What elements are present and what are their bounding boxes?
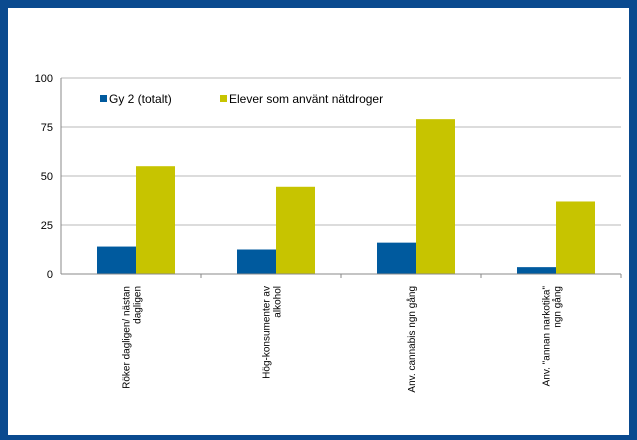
bars <box>97 119 595 274</box>
x-category-text: Röker dagligen/ nästandagligen <box>122 286 144 389</box>
bar-natdroger-3 <box>556 201 595 274</box>
y-tick-label: 75 <box>41 122 53 134</box>
bar-gy2-1 <box>237 249 276 274</box>
x-axis: Röker dagligen/ nästandagligen Hög-konsum… <box>61 273 622 393</box>
legend-label-1: Elever som använt nätdroger <box>229 92 383 106</box>
x-category-text: Anv. cannabis ngn gång <box>406 286 418 393</box>
legend-swatch-0 <box>100 95 107 102</box>
bar-natdroger-0 <box>136 166 175 274</box>
legend-label-0: Gy 2 (totalt) <box>109 92 172 106</box>
y-axis: 0 25 50 75 100 <box>35 73 62 281</box>
y-tick-label: 25 <box>41 220 53 232</box>
bar-chart: 0 25 50 75 100 Röker dagligen/ nästandaglige… <box>35 73 622 393</box>
bar-gy2-3 <box>517 267 556 274</box>
chart-frame: 0 25 50 75 100 Röker dagligen/ nästandaglige… <box>8 8 629 435</box>
x-category-label-2: Anv. cannabis ngn gång <box>406 286 418 393</box>
x-category-text: Anv. "annan narkotika"ngn gång <box>542 286 564 387</box>
x-category-label-0: Röker dagligen/ nästandagligen <box>122 286 144 389</box>
y-tick-label: 100 <box>35 73 53 85</box>
x-category-label-1: Hög-konsumenter avalkohol <box>262 286 284 379</box>
legend-swatch-1 <box>220 95 227 102</box>
bar-gy2-2 <box>377 242 416 274</box>
y-tick-label: 0 <box>47 269 53 281</box>
x-category-label-3: Anv. "annan narkotika"ngn gång <box>542 286 564 387</box>
legend: Gy 2 (totalt) Elever som använt nätdroger <box>100 92 383 106</box>
bar-natdroger-2 <box>416 119 455 274</box>
bar-natdroger-1 <box>276 186 315 274</box>
bar-gy2-0 <box>97 246 136 274</box>
x-category-text: Hög-konsumenter avalkohol <box>262 286 284 379</box>
y-tick-label: 50 <box>41 171 53 183</box>
